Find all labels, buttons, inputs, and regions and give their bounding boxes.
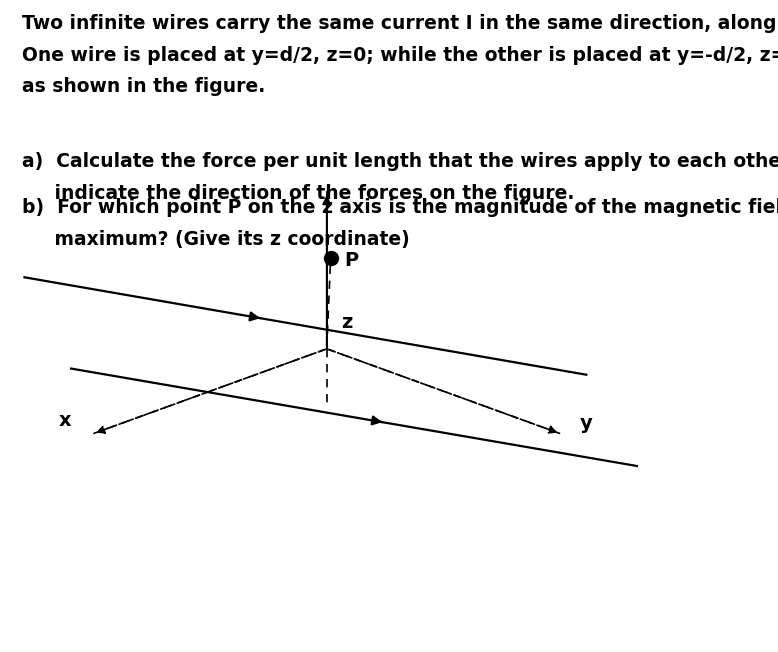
Text: y: y [580,414,592,434]
Text: a)  Calculate the force per unit length that the wires apply to each other,: a) Calculate the force per unit length t… [22,153,778,171]
Text: indicate the direction of the forces on the figure.: indicate the direction of the forces on … [22,184,574,203]
Text: Two infinite wires carry the same current I in the same direction, along x.: Two infinite wires carry the same curren… [22,14,778,33]
Text: One wire is placed at y=d/2, z=0; while the other is placed at y=-d/2, z=0,: One wire is placed at y=d/2, z=0; while … [22,46,778,65]
Text: P: P [345,251,359,271]
Text: maximum? (Give its z coordinate): maximum? (Give its z coordinate) [22,230,409,248]
Text: as shown in the figure.: as shown in the figure. [22,77,265,96]
Text: b)  For which point P on the z axis is the magnitude of the magnetic field is: b) For which point P on the z axis is th… [22,198,778,217]
Text: z: z [341,313,352,333]
Text: x: x [58,411,71,430]
